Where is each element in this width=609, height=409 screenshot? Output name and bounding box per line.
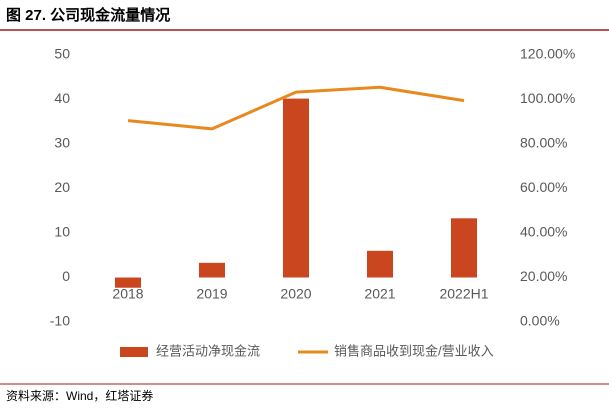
bar: [451, 218, 477, 278]
chart-title: 图 27. 公司现金流量情况: [6, 6, 170, 24]
y2-tick-label: 120.00%: [520, 46, 575, 62]
y-tick-label: -10: [50, 313, 70, 329]
y-tick-label: 40: [54, 90, 70, 106]
legend-swatch: [120, 347, 148, 357]
x-tick-label: 2022H1: [439, 286, 488, 302]
legend-label: 经营活动净现金流: [156, 343, 260, 358]
y2-tick-label: 0.00%: [520, 313, 560, 329]
y-tick-label: 50: [54, 46, 70, 62]
bar: [199, 262, 225, 278]
x-tick-label: 2021: [364, 286, 395, 302]
x-tick-label: 2018: [112, 286, 143, 302]
legend-label: 销售商品收到现金/营业收入: [334, 343, 494, 358]
x-tick-label: 2020: [280, 286, 311, 302]
y-tick-label: 0: [62, 268, 70, 284]
bar: [367, 250, 393, 278]
y-tick-label: 10: [54, 224, 70, 240]
x-tick-label: 2019: [196, 286, 227, 302]
line: [127, 85, 465, 131]
source: 资料来源：Wind，红塔证券: [6, 388, 153, 403]
bar: [115, 277, 141, 288]
y2-tick-label: 80.00%: [520, 135, 567, 151]
bar: [283, 98, 309, 278]
y-tick-label: 30: [54, 135, 70, 151]
y2-tick-label: 40.00%: [520, 224, 567, 240]
y2-tick-label: 20.00%: [520, 268, 567, 284]
y2-tick-label: 60.00%: [520, 179, 567, 195]
y2-tick-label: 100.00%: [520, 90, 575, 106]
y-tick-label: 20: [54, 179, 70, 195]
